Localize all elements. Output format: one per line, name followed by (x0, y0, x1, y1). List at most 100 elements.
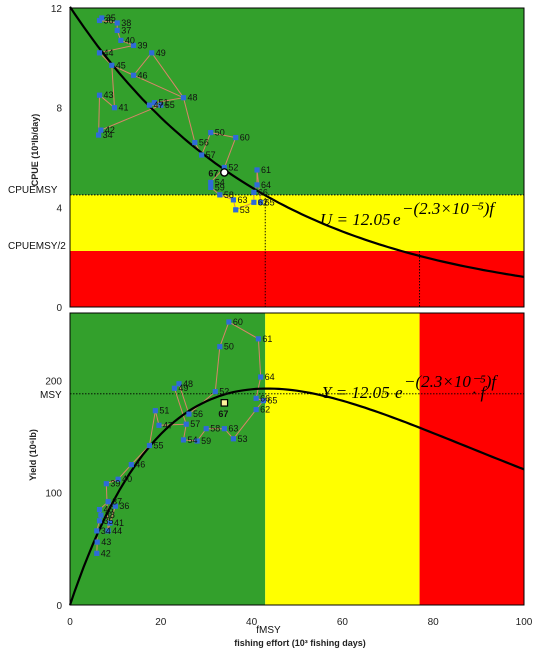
yield-band-1 (265, 313, 420, 605)
effort-xtick-100: 100 (516, 617, 533, 628)
cpue-point-label-65: 65 (265, 197, 275, 207)
cpue-point-label-35: 35 (106, 13, 116, 23)
cpue-ytick-8: 8 (56, 104, 62, 115)
yield-point-label-48: 48 (183, 379, 193, 389)
cpue-point-34 (96, 132, 102, 138)
cpue-point-38 (114, 20, 120, 26)
cpue-point-label-43: 43 (104, 90, 114, 100)
yield-point-43 (94, 539, 100, 545)
effort-xtick-60: 60 (337, 617, 349, 628)
cpue-point-label-34: 34 (103, 130, 113, 140)
cpue-point-label-47: 47 (153, 100, 163, 110)
yield-point-64 (258, 374, 264, 380)
cpue-point-label-61: 61 (261, 165, 271, 175)
cpue-equation-lhs: U = 12.05 (320, 210, 391, 229)
cpue-equation: U = 12.05 e−(2.3×10⁻⁵)f (320, 199, 496, 229)
cpue-msy-label: CPUEMSY (8, 185, 58, 196)
cpue-point-62 (251, 199, 257, 205)
yield-fmsy-label: fMSY (256, 625, 281, 636)
cpue-ytick-12: 12 (51, 4, 63, 15)
cpue-point-label-37: 37 (121, 25, 131, 35)
yield-point-36 (112, 503, 118, 509)
cpue-point-61 (254, 167, 260, 173)
cpue-ytick-4: 4 (56, 203, 62, 214)
cpue-point-label-50: 50 (215, 128, 225, 138)
cpue-point-label-58: 58 (224, 190, 234, 200)
yield-axis-label: Yield (10⁶lb) (28, 429, 38, 481)
cpue-point-label-51: 51 (158, 98, 168, 108)
yield-trajectory (96, 321, 265, 554)
yield-equation-lhs: Y = 12.05 (322, 383, 390, 402)
cpue-point-label-44: 44 (104, 48, 114, 58)
yield-point-37 (105, 499, 111, 505)
yield-point-46 (128, 462, 134, 468)
yield-point-label-62: 62 (260, 405, 270, 415)
cpue-equation-exponent: −(2.3×10⁻⁵)f (402, 199, 496, 218)
yield-point-56 (186, 411, 192, 417)
yield-point-49 (171, 385, 178, 391)
yield-point-59 (194, 438, 200, 444)
yield-point-label-54: 54 (188, 435, 198, 445)
cpue-point-45 (109, 62, 115, 68)
yield-point-label-61: 61 (262, 334, 272, 344)
yield-point-67 (220, 399, 229, 407)
yield-point-40 (115, 476, 121, 482)
cpue-point-label-49: 49 (156, 48, 166, 58)
cpue-point-52 (221, 164, 227, 171)
yield-point-label-66: 66 (260, 393, 270, 403)
yield-point-34 (94, 528, 100, 534)
cpue-point-label-64: 64 (261, 180, 271, 190)
cpue-point-60 (233, 134, 239, 141)
cpue-point-label-52: 52 (228, 162, 238, 172)
yield-point-55 (146, 442, 153, 449)
cpue-point-label-41: 41 (118, 103, 128, 113)
yield-point-61 (255, 336, 262, 342)
cpue-point-63 (230, 197, 237, 203)
yield-point-51 (152, 408, 158, 414)
yield-point-label-35: 35 (104, 516, 114, 526)
effort-axis-label: fishing effort (10³ fishing days) (234, 638, 366, 648)
cpue-point-label-54: 54 (215, 177, 225, 187)
yield-band-0 (70, 313, 266, 605)
cpue-point-37 (114, 27, 120, 34)
yield-point-label-65: 65 (267, 396, 277, 406)
cpue-point-39 (130, 42, 137, 48)
yield-point-57 (183, 421, 189, 427)
cpue-point-42 (98, 127, 104, 133)
yield-plot-frame (69, 312, 525, 606)
yield-point-label-36: 36 (119, 501, 129, 511)
yield-point-label-43: 43 (101, 537, 111, 547)
yield-point-label-41: 41 (114, 518, 124, 528)
cpue-point-label-53: 53 (240, 205, 250, 215)
yield-equation-exponent: −(2.3×10⁻⁵)f (404, 372, 498, 391)
cpue-point-58 (217, 192, 223, 198)
yield-point-38 (98, 512, 104, 518)
cpue-band-2 (70, 8, 524, 195)
cpue-point-44 (96, 50, 103, 56)
cpue-point-label-56: 56 (199, 138, 209, 148)
cpue-point-46 (130, 72, 137, 78)
yield-equation: Y = 12.05 e−(2.3×10⁻⁵)f· f (322, 372, 498, 402)
cpue-plot-frame (69, 7, 525, 308)
yield-point-62 (253, 406, 259, 413)
cpue-point-label-38: 38 (121, 18, 131, 28)
effort-xtick-0: 0 (67, 617, 73, 628)
cpue-point-label-66: 66 (258, 187, 268, 197)
yield-point-58 (203, 426, 209, 432)
yield-point-label-63: 63 (228, 424, 238, 434)
cpue-point-label-59: 59 (215, 182, 225, 192)
cpue-band-1 (70, 194, 524, 251)
cpue-point-49 (149, 50, 155, 56)
cpue-point-41 (111, 105, 118, 111)
yield-point-label-57: 57 (190, 419, 200, 429)
cpue-point-43 (96, 92, 103, 98)
cpue-point-label-42: 42 (105, 125, 115, 135)
yield-point-label-40: 40 (122, 474, 132, 484)
yield-point-label-37: 37 (112, 497, 122, 507)
cpue-point-51 (151, 100, 158, 106)
yield-point-63 (221, 426, 227, 432)
yield-point-66 (253, 395, 259, 401)
yield-point-label-45: 45 (104, 505, 114, 515)
cpue-point-label-63: 63 (237, 195, 247, 205)
